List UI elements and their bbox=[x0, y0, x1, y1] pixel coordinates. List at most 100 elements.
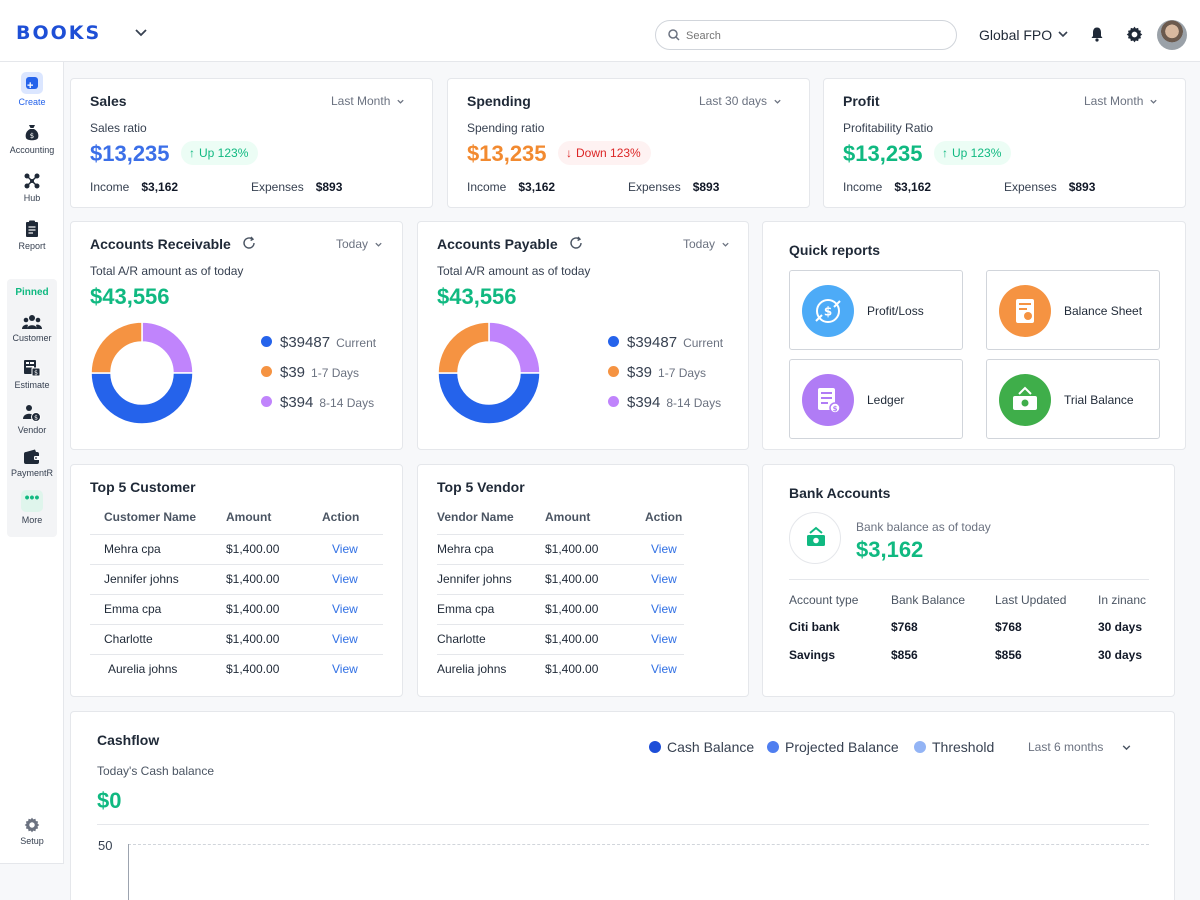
sidebar-item-label: Setup bbox=[20, 836, 44, 846]
card-title: Sales bbox=[90, 93, 127, 109]
amount-cell: $1,400.00 bbox=[545, 662, 599, 677]
sidebar-item-label: Create bbox=[18, 97, 46, 107]
legend-dot bbox=[261, 396, 272, 407]
cashflow-card: Cashflow Today's Cash balance $0 Cash Ba… bbox=[70, 711, 1175, 900]
sidebar-item-create[interactable]: + Create bbox=[0, 72, 64, 107]
search-input[interactable] bbox=[686, 27, 946, 45]
trend-badge: ↑ Up 123% bbox=[934, 141, 1012, 165]
view-link[interactable]: View bbox=[651, 662, 677, 677]
legend-dot bbox=[649, 741, 661, 753]
sidebar-item-customer[interactable]: Customer bbox=[0, 314, 64, 343]
report-trial-balance[interactable]: Trial Balance bbox=[986, 359, 1160, 439]
hub-icon bbox=[24, 173, 40, 189]
chevron-down-icon[interactable] bbox=[1057, 28, 1069, 40]
column-header[interactable]: Vendor Name bbox=[437, 500, 545, 535]
table-row: Emma cpa $1,400.00 View bbox=[437, 594, 684, 625]
amount-cell: $1,400.00 bbox=[226, 564, 322, 595]
column-header[interactable]: Amount bbox=[226, 500, 322, 535]
report-ledger[interactable]: $ Ledger bbox=[789, 359, 963, 439]
amount-cell: $1,400.00 bbox=[226, 624, 322, 655]
view-link[interactable]: View bbox=[332, 572, 358, 586]
donut-slice-1-7-days bbox=[90, 321, 143, 374]
amount-cell: $1,400.00 bbox=[545, 564, 645, 595]
divider bbox=[789, 579, 1149, 580]
chevron-down-icon[interactable] bbox=[133, 24, 149, 40]
gear-icon[interactable] bbox=[1126, 26, 1143, 43]
bank-accounts-table: Account type Bank Balance Last Updated I… bbox=[789, 593, 1149, 663]
sidebar-item-estimate[interactable]: $ Estimate bbox=[0, 359, 64, 390]
report-icon bbox=[26, 220, 38, 237]
view-link[interactable]: View bbox=[651, 632, 677, 646]
period-dropdown[interactable]: Today bbox=[683, 237, 730, 251]
column-header[interactable]: Action bbox=[322, 500, 383, 535]
sidebar-item-vendor[interactable]: $ Vendor bbox=[0, 404, 64, 435]
search-bar[interactable] bbox=[655, 20, 957, 50]
legend-name: Current bbox=[683, 336, 724, 350]
sidebar-item-payment[interactable]: PaymentR bbox=[0, 449, 64, 478]
payable-subtitle: Total A/R amount as of today bbox=[437, 264, 591, 278]
profit-value: $13,235 bbox=[843, 141, 923, 166]
card-title: Cashflow bbox=[97, 732, 160, 748]
legend-name: Cash Balance bbox=[667, 739, 755, 755]
income-value: $3,162 bbox=[518, 180, 556, 194]
legend-amount: $394 bbox=[627, 394, 661, 411]
view-link[interactable]: View bbox=[651, 542, 677, 556]
period-label: Last Month bbox=[331, 94, 391, 108]
sidebar-item-report[interactable]: Report bbox=[0, 220, 64, 251]
user-avatar[interactable] bbox=[1157, 20, 1187, 50]
organization-selector[interactable]: Global FPO bbox=[979, 27, 1053, 43]
report-balance-sheet[interactable]: Balance Sheet bbox=[986, 270, 1160, 350]
sidebar-item-accounting[interactable]: $ Accounting bbox=[0, 124, 64, 155]
period-label: Last 6 months bbox=[1028, 740, 1104, 754]
period-dropdown[interactable]: Last Month bbox=[331, 94, 405, 108]
column-header[interactable]: Action bbox=[645, 500, 684, 535]
column-header[interactable]: Customer Name bbox=[90, 500, 226, 535]
profit-loss-icon: $ bbox=[802, 285, 854, 337]
report-profit-loss[interactable]: $ Profit/Loss bbox=[789, 270, 963, 350]
column-header[interactable]: Amount bbox=[545, 500, 645, 535]
card-title: Quick reports bbox=[789, 242, 881, 258]
view-link[interactable]: View bbox=[651, 572, 677, 586]
view-link[interactable]: View bbox=[651, 602, 677, 616]
wallet-icon bbox=[24, 449, 40, 464]
income-stat: Income $3,162 bbox=[467, 180, 555, 194]
divider bbox=[97, 824, 1149, 825]
money-bag-icon: $ bbox=[25, 125, 39, 141]
app-logo[interactable]: BOOKS bbox=[16, 22, 102, 44]
income-label: Income bbox=[90, 180, 130, 194]
ratio-label: Profitability Ratio bbox=[843, 121, 934, 135]
spending-card: Spending Last 30 days Spending ratio $13… bbox=[447, 78, 810, 208]
view-link[interactable]: View bbox=[332, 602, 358, 616]
expenses-label: Expenses bbox=[1004, 180, 1057, 194]
sidebar-item-hub[interactable]: Hub bbox=[0, 172, 64, 203]
view-link[interactable]: View bbox=[332, 542, 358, 556]
refresh-icon[interactable] bbox=[569, 236, 583, 250]
vendor-name: Charlotte bbox=[437, 624, 545, 655]
legend-name: Threshold bbox=[932, 739, 995, 755]
income-stat: Income $3,162 bbox=[843, 180, 931, 194]
legend-current: $39487 Current bbox=[261, 334, 376, 351]
period-dropdown[interactable]: Last Month bbox=[1084, 94, 1158, 108]
sidebar-item-label: PaymentR bbox=[10, 468, 54, 478]
ratio-label: Spending ratio bbox=[467, 121, 545, 135]
period-dropdown[interactable]: Last 6 months bbox=[1028, 740, 1132, 754]
bell-icon[interactable] bbox=[1089, 26, 1105, 42]
column-header: Last Updated bbox=[995, 593, 1067, 607]
refresh-icon[interactable] bbox=[242, 236, 256, 250]
income-label: Income bbox=[843, 180, 883, 194]
period-dropdown[interactable]: Today bbox=[336, 237, 383, 251]
table-row: Jennifer johns $1,400.00 View bbox=[90, 564, 383, 595]
legend-name: 1-7 Days bbox=[658, 366, 707, 380]
report-label: Balance Sheet bbox=[1064, 304, 1143, 318]
sidebar-item-label: Report bbox=[18, 241, 46, 251]
donut-slice-current bbox=[90, 372, 194, 425]
sidebar-item-more[interactable]: ••• More bbox=[0, 490, 64, 525]
view-link[interactable]: View bbox=[332, 662, 358, 677]
legend-name: Current bbox=[336, 336, 377, 350]
period-dropdown[interactable]: Last 30 days bbox=[699, 94, 782, 108]
sidebar-item-setup[interactable]: Setup bbox=[0, 817, 64, 846]
view-link[interactable]: View bbox=[332, 632, 358, 646]
table-row: Charlotte $1,400.00 View bbox=[90, 624, 383, 655]
period-label: Today bbox=[336, 237, 369, 251]
donut-slice-1-7-days bbox=[437, 321, 490, 374]
